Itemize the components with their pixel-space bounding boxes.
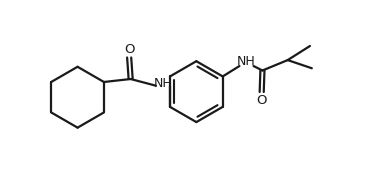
Text: NH: NH — [237, 55, 256, 68]
Text: O: O — [124, 43, 135, 56]
Text: O: O — [256, 94, 267, 107]
Text: NH: NH — [154, 77, 172, 90]
